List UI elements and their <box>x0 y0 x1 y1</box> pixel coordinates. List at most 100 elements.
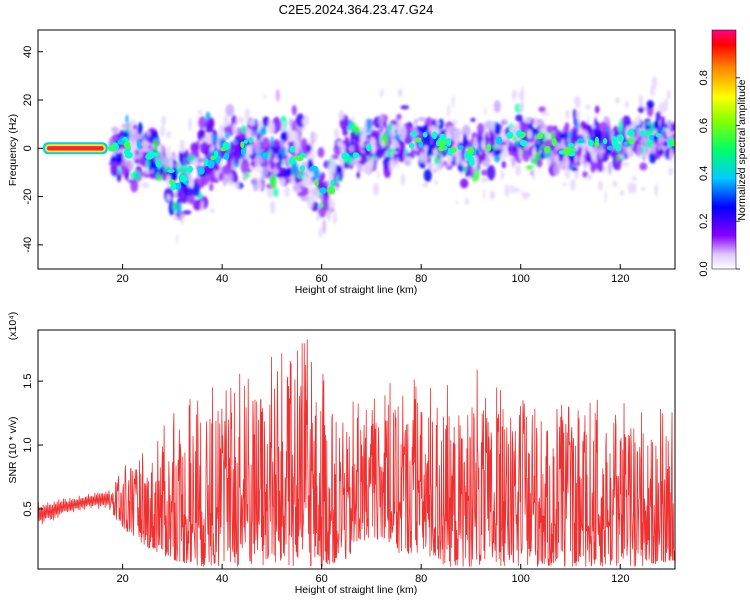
spectrogram-faint-blob <box>249 151 253 156</box>
spectrogram-faint-blob <box>245 131 248 138</box>
spectrogram-hot-blob <box>223 153 230 160</box>
spectrogram-faint-blob <box>389 159 395 172</box>
spectrogram-ylabel: Frequency (Hz) <box>7 114 19 186</box>
spectrogram-blob <box>484 131 489 147</box>
spectrogram-blob <box>509 141 513 149</box>
spectrogram-faint-blob <box>209 208 215 213</box>
spectrogram-blob <box>386 151 392 157</box>
spectrogram-blob <box>428 125 439 132</box>
spectrogram-blob <box>225 104 235 117</box>
colorbar-ticks: 0.0 0.2 0.4 0.6 0.8 <box>698 70 740 277</box>
spectrogram-faint-blob <box>334 128 340 139</box>
spectrogram-faint-blob <box>638 94 644 108</box>
spectrogram-blob <box>259 125 267 136</box>
spectrogram-blob <box>234 174 238 184</box>
spectrogram-hot-blob <box>443 145 448 151</box>
spectrogram-blob <box>514 141 520 147</box>
spectrogram-blob <box>552 144 562 151</box>
spectrogram-blob <box>272 187 279 197</box>
spectrogram-y-tick-label: -40 <box>22 237 34 253</box>
spectrogram-faint-blob <box>391 124 396 137</box>
spectrogram-faint-blob <box>308 171 314 179</box>
spectrogram-blob <box>207 117 215 130</box>
spectrogram-blob <box>353 134 362 142</box>
spectrogram-blob <box>573 117 577 127</box>
spectrogram-hot-blob <box>606 145 614 151</box>
spectrogram-hot-blob <box>288 157 296 165</box>
spectrogram-blob <box>133 124 137 130</box>
spectrogram-blob <box>493 149 502 156</box>
spectrogram-faint-blob <box>379 91 383 98</box>
spectrogram-blob <box>567 160 577 166</box>
spectrogram-blob <box>331 159 337 173</box>
spectrogram-hot-blob <box>170 182 177 191</box>
spectrogram-faint-blob <box>591 122 595 130</box>
low-band-tail <box>107 145 116 152</box>
spectrogram-faint-blob <box>614 97 620 104</box>
spectrogram-blob <box>359 132 367 143</box>
spectrogram-faint-blob <box>654 128 658 135</box>
spectrogram-blob <box>493 100 501 113</box>
snr-xlabel: Height of straight line (km) <box>295 584 418 596</box>
spectrogram-blob <box>480 169 488 176</box>
spectrogram-faint-blob <box>308 188 314 195</box>
spectrogram-blob <box>618 119 624 135</box>
spectrogram-faint-blob <box>330 155 333 164</box>
spectrogram-hot-blob <box>655 133 662 138</box>
spectrogram-blob <box>140 182 150 189</box>
spectrogram-blob <box>432 135 437 150</box>
spectrogram-hot-blob <box>628 129 634 137</box>
spectrogram-faint-blob <box>519 103 522 111</box>
spectrogram-blob <box>572 108 577 120</box>
spectrogram-faint-blob <box>509 156 513 161</box>
spectrogram-faint-blob <box>513 187 520 193</box>
spectrogram-faint-blob <box>234 182 240 189</box>
spectrogram-blob <box>395 147 400 152</box>
spectrogram-blob <box>350 130 356 139</box>
spectrogram-blob <box>144 131 148 141</box>
spectrogram-blob <box>670 124 674 132</box>
spectrogram-blob <box>171 153 179 160</box>
spectrogram-faint-blob <box>461 161 466 167</box>
spectrogram-blob <box>110 162 119 177</box>
spectrogram-faint-blob <box>464 197 470 205</box>
spectrogram-blob <box>598 121 608 131</box>
spectrogram-hot-blob <box>544 145 551 154</box>
snr-y-tick-label: 1.0 <box>22 437 34 452</box>
spectrogram-blob <box>544 140 550 149</box>
spectrogram-x-tick-label: 40 <box>216 273 228 285</box>
spectrogram-blob <box>621 162 630 167</box>
spectrogram-blob <box>641 145 645 156</box>
spectrogram-hot-blob <box>439 133 446 141</box>
spectrogram-blob <box>234 152 239 166</box>
spectrogram-faint-blob <box>532 146 535 160</box>
spectrogram-blob <box>459 178 469 189</box>
spectrogram-blob <box>199 160 206 166</box>
spectrogram-hot-blob <box>594 141 600 147</box>
spectrogram-faint-blob <box>587 115 590 124</box>
spectrogram-faint-blob <box>263 94 267 100</box>
spectrogram-blob <box>553 129 562 141</box>
spectrogram-faint-blob <box>565 109 570 120</box>
spectrogram-faint-blob <box>447 104 450 118</box>
spectrogram-blob <box>145 159 150 168</box>
spectrogram-hot-blob <box>468 158 475 166</box>
spectrogram-x-tick-label: 100 <box>512 273 530 285</box>
spectrogram-blob <box>112 133 117 145</box>
spectrogram-blob <box>135 150 139 155</box>
spectrogram-faint-blob <box>625 145 632 155</box>
spectrogram-faint-blob <box>436 163 442 172</box>
colorbar-tick-label: 0.8 <box>698 70 710 85</box>
spectrogram-blob <box>493 154 501 163</box>
spectrogram-blob <box>477 122 485 135</box>
spectrogram-blob <box>306 144 312 152</box>
spectrogram-blob <box>317 147 325 158</box>
spectrogram-blob <box>175 200 182 214</box>
spectrogram-hot-blob <box>309 165 318 171</box>
spectrogram-faint-blob <box>370 137 376 150</box>
spectrogram-faint-blob <box>257 120 263 129</box>
colorbar-tick-label: 0.2 <box>698 214 710 229</box>
spectrogram-blob <box>166 145 171 160</box>
spectrogram-blob <box>437 154 441 160</box>
spectrogram-blob <box>269 174 277 189</box>
